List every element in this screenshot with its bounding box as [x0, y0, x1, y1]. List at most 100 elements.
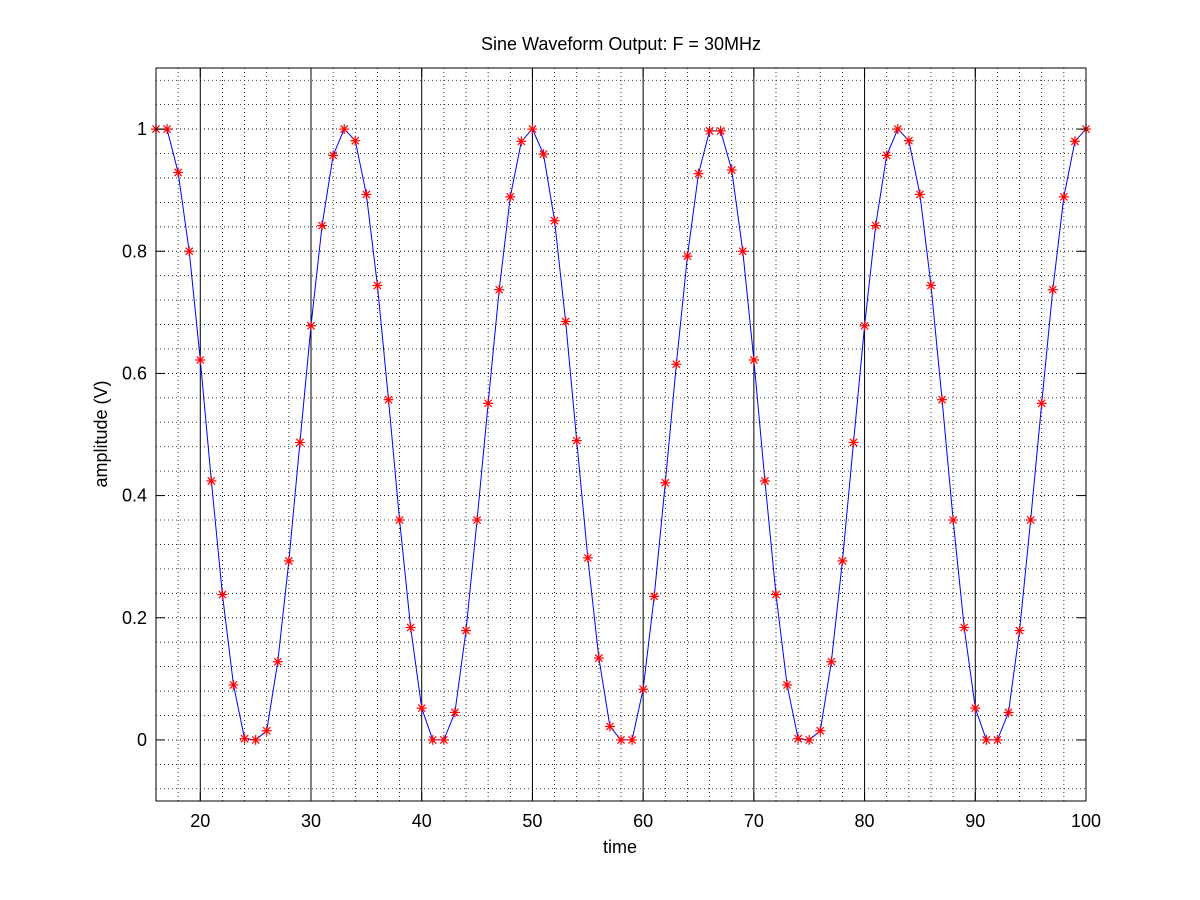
data-point-marker	[870, 220, 881, 231]
data-point-marker	[970, 703, 981, 714]
data-point-marker	[1047, 284, 1058, 295]
data-point-marker	[604, 721, 615, 732]
data-point-marker	[516, 136, 527, 147]
data-point-marker	[1058, 191, 1069, 202]
data-point-marker	[394, 515, 405, 526]
data-point-marker	[959, 622, 970, 633]
data-point-marker	[250, 734, 261, 745]
x-tick-label: 60	[633, 811, 653, 831]
y-tick-label: 1	[137, 119, 147, 139]
data-point-marker	[283, 555, 294, 566]
minor-grid	[155, 68, 1086, 801]
data-point-marker	[1036, 398, 1047, 409]
data-point-marker	[771, 589, 781, 600]
x-axis-ticks: 20 30 40 50 60 70 80 90 100	[190, 68, 1101, 831]
data-point-marker	[804, 734, 815, 745]
data-point-marker	[272, 656, 283, 667]
x-tick-label: 30	[301, 811, 321, 831]
data-point-marker	[184, 246, 195, 257]
data-point-marker	[793, 733, 804, 744]
y-tick-label: 0.6	[122, 363, 147, 383]
x-tick-label: 80	[855, 811, 875, 831]
data-point-marker	[981, 734, 992, 745]
data-point-marker	[228, 679, 239, 690]
data-point-marker	[1069, 136, 1080, 147]
data-point-marker	[472, 515, 483, 526]
data-point-marker	[350, 135, 361, 146]
data-point-marker	[461, 625, 471, 636]
data-point-marker	[494, 284, 505, 295]
data-point-marker	[715, 125, 726, 136]
data-point-marker	[815, 725, 826, 736]
data-point-marker	[427, 734, 438, 745]
data-point-marker	[903, 135, 914, 146]
data-point-marker	[1014, 625, 1025, 636]
data-point-marker	[549, 215, 560, 226]
data-point-marker	[317, 220, 328, 231]
data-point-marker	[837, 555, 848, 566]
x-tick-label: 100	[1071, 811, 1101, 831]
data-point-marker	[195, 354, 206, 365]
data-point-marker	[306, 320, 316, 331]
data-point-marker	[660, 477, 671, 488]
data-point-marker	[294, 437, 305, 448]
data-point-marker	[726, 165, 737, 176]
x-tick-label: 20	[190, 811, 210, 831]
data-point-marker	[483, 398, 494, 409]
data-point-marker	[416, 703, 427, 714]
data-point-marker	[748, 354, 759, 365]
data-point-marker	[505, 191, 516, 202]
x-tick-label: 50	[522, 811, 542, 831]
data-point-marker	[682, 251, 693, 262]
data-point-marker	[173, 167, 184, 178]
data-point-marker	[538, 149, 549, 160]
data-point-marker	[405, 622, 416, 633]
data-point-marker	[328, 150, 339, 161]
data-point-marker	[826, 656, 837, 667]
data-point-marker	[759, 475, 770, 486]
y-axis-label: amplitude (V)	[91, 380, 111, 487]
data-point-marker	[848, 437, 859, 448]
data-point-marker	[1003, 707, 1014, 718]
data-point-marker	[438, 734, 449, 745]
data-point-marker	[361, 189, 372, 200]
plot-frame	[155, 67, 1087, 802]
data-point-marker	[527, 124, 538, 135]
data-point-marker	[1025, 515, 1036, 526]
data-point-marker	[560, 316, 571, 327]
data-point-marker	[914, 189, 925, 200]
x-tick-label: 90	[965, 811, 985, 831]
data-point-marker	[937, 394, 948, 405]
data-point-marker	[926, 280, 936, 291]
data-point-marker	[992, 734, 1003, 745]
x-tick-label: 40	[412, 811, 432, 831]
data-point-marker	[239, 733, 250, 744]
data-point-marker	[948, 515, 959, 526]
data-point-marker	[616, 734, 626, 745]
y-tick-label: 0	[137, 730, 147, 750]
data-point-marker	[704, 125, 715, 136]
data-point-marker	[582, 552, 593, 563]
y-axis-ticks: 0 0.2 0.4 0.6 0.8 1	[122, 119, 1086, 750]
data-point-marker	[593, 653, 604, 664]
data-point-marker	[881, 150, 892, 161]
data-point-marker	[693, 168, 704, 179]
data-point-marker	[383, 394, 394, 405]
x-axis-label: time	[603, 837, 637, 857]
data-point-marker	[892, 124, 903, 135]
data-point-marker	[649, 591, 660, 602]
y-tick-label: 0.2	[122, 608, 147, 628]
data-point-marker	[571, 435, 582, 446]
data-point-marker	[782, 679, 793, 690]
data-point-marker	[261, 725, 272, 736]
y-tick-label: 0.4	[122, 486, 147, 506]
data-point-marker	[339, 124, 350, 135]
y-tick-label: 0.8	[122, 241, 147, 261]
major-grid	[156, 68, 1087, 801]
data-point-marker	[638, 684, 649, 695]
data-point-marker	[217, 589, 228, 600]
data-point-marker	[737, 246, 748, 257]
data-point-marker	[859, 320, 870, 331]
